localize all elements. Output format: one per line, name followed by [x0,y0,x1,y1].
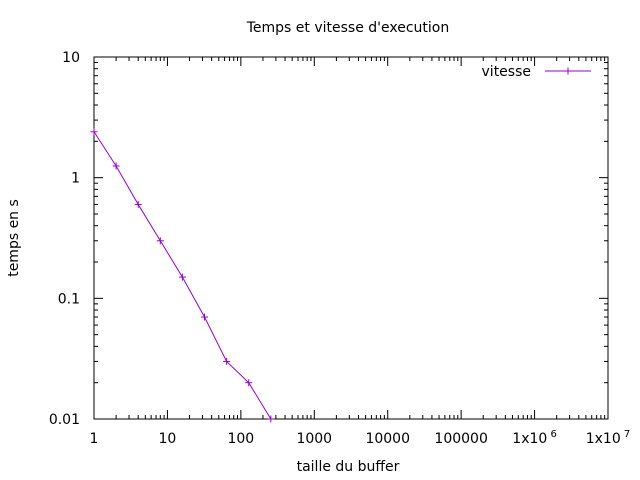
legend-marker [564,67,572,75]
data-point-marker [201,313,209,321]
plot-frame [93,56,609,420]
x-tick-label: 10000 [365,431,410,447]
data-point-marker [90,128,98,136]
series-layer [90,128,275,423]
chart-title: Temps et vitesse d'execution [246,20,450,36]
x-tick-label: 1x10 7 [586,429,631,447]
data-point-marker [134,200,142,208]
legend-label: vitesse [482,64,531,80]
data-point-marker [223,357,231,365]
data-point-marker [245,379,253,387]
x-tick-label: 1 [90,431,99,447]
x-tick-label: 100000 [434,431,487,447]
data-point-marker [267,415,275,423]
y-tick-label: 1 [71,171,80,187]
y-axis-label: temps en s [6,199,22,277]
data-point-marker [156,237,164,245]
data-point-marker [178,273,186,281]
x-tick-label: 10 [159,431,177,447]
x-tick-label: 1000 [296,431,332,447]
x-axis-ticks: 1 10 100 1000 10000 100000 1x10 6 1x10 7 [90,57,631,447]
y-tick-label: 0.01 [49,412,80,428]
x-tick-label: 1x10 6 [512,429,557,447]
x-axis-label: taille du buffer [297,459,400,475]
y-axis-ticks: 0.01 0.1 1 10 [49,50,608,428]
legend: vitesse [482,64,591,80]
y-tick-label: 0.1 [58,291,80,307]
y-tick-label: 10 [62,50,80,66]
x-tick-label: 100 [227,431,254,447]
data-point-marker [112,162,120,170]
